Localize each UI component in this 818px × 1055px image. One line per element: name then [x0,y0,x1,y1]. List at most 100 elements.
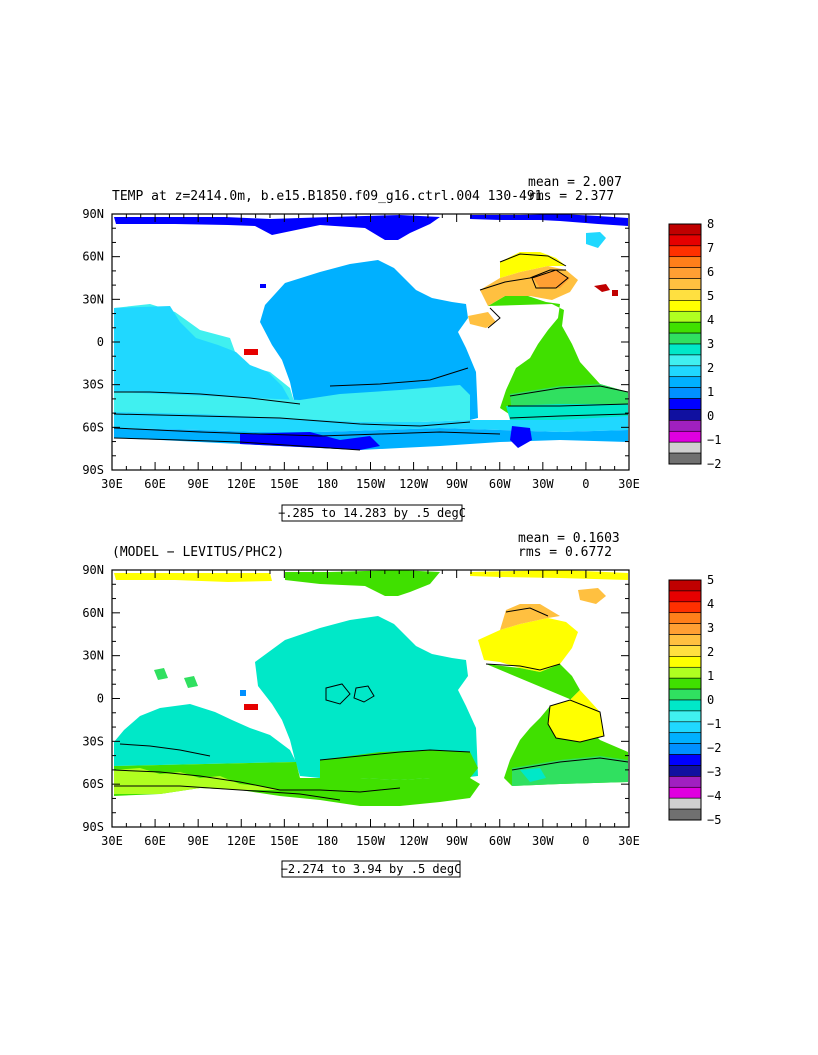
colorbar-swatch [668,452,702,465]
lat-tick-label: 90S [82,463,104,477]
colorbar-label: 2 [707,645,714,659]
panel-1-rms: rms = 2.377 [528,189,614,204]
colorbar-swatch [668,634,702,646]
lon-tick-label: 30E [618,477,640,491]
colorbar-label: 8 [707,217,714,231]
lat-tick-label: 30S [82,378,104,392]
panel-2-contours [113,607,629,801]
lat-tick-label: 90N [82,563,104,577]
lat-tick-label: 0 [97,692,104,706]
panel-2-range-label: −2.274 to 3.94 by .5 degC [281,862,462,876]
panel-2-range-box [281,860,461,878]
panel-2-lat-axis: 90N 60N 30N 0 30S 60S 90S [82,563,629,834]
colorbar-label: 0 [707,409,714,423]
colorbar-swatch [668,688,702,701]
colorbar-swatch [668,601,702,614]
panel-2-mean: mean = 0.1603 [518,531,620,546]
panel-1-mean: mean = 2.007 [528,175,622,190]
colorbar-swatch [668,332,702,345]
panel-2-map-field [114,570,628,806]
panel-1: TEMP at z=2414.0m, b.e15.B1850.f09_g16.c… [82,175,721,522]
colorbar-swatch [668,743,702,755]
colorbar-swatch [668,365,702,378]
colorbar-swatch [668,300,702,312]
lon-tick-label: 90E [187,834,209,848]
lon-tick-label: 150E [270,834,299,848]
colorbar-label: 1 [707,385,714,399]
colorbar-swatch [668,354,702,367]
colorbar-swatch [668,623,702,635]
colorbar-swatch [668,343,702,356]
colorbar-swatch [668,612,702,624]
colorbar-swatch [668,754,702,766]
colorbar-label: 1 [707,669,714,683]
lon-tick-label: 120E [227,834,256,848]
colorbar-swatch [668,256,702,268]
lat-tick-label: 60N [82,250,104,264]
panel-1-colorbar: 8 7 6 5 4 3 2 1 0 −1 −2 [668,217,721,471]
lon-tick-label: 30E [101,834,123,848]
lon-tick-label: 0 [582,477,589,491]
lat-tick-label: 30N [82,292,104,306]
colorbar-swatch [668,376,702,388]
colorbar-swatch [668,579,702,592]
lon-tick-label: 30W [532,834,554,848]
colorbar-swatch [668,699,702,712]
colorbar-swatch [668,387,702,399]
colorbar-swatch [668,656,702,668]
lat-tick-label: 0 [97,335,104,349]
colorbar-swatch [668,409,702,421]
lon-tick-label: 150W [356,477,386,491]
lon-tick-label: 180 [317,477,339,491]
lon-tick-label: 90E [187,477,209,491]
lat-tick-label: 30S [82,734,104,748]
panel-2-title: (MODEL − LEVITUS/PHC2) [112,545,284,560]
panel-1-map-field [114,214,628,450]
colorbar-swatch [668,441,702,454]
colorbar-swatch [668,732,702,744]
lon-tick-label: 0 [582,834,589,848]
colorbar-swatch [668,245,702,258]
lon-tick-label: 30E [101,477,123,491]
lon-tick-label: 30W [532,477,554,491]
colorbar-swatch [668,776,702,788]
colorbar-swatch [668,765,702,777]
lat-tick-label: 60N [82,606,104,620]
panel-1-lon-axis: 30E 60E 90E 120E 150E 180 150W 120W 90W 60W 30W 0 30… [101,214,640,491]
colorbar-swatch [668,223,702,236]
colorbar-label: −5 [707,813,721,827]
colorbar-swatch [668,234,702,247]
colorbar-swatch [668,430,702,443]
lat-tick-label: 90N [82,207,104,221]
colorbar-label: −3 [707,765,721,779]
colorbar-swatch [668,267,702,279]
panel-2-rms: rms = 0.6772 [518,545,612,560]
panel-1-title: TEMP at z=2414.0m, b.e15.B1850.f09_g16.c… [112,189,542,204]
colorbar-swatch [668,590,702,603]
colorbar-label: 6 [707,265,714,279]
lon-tick-label: 60W [489,477,511,491]
colorbar-swatch [668,420,702,432]
lon-tick-label: 120E [227,477,256,491]
panel-1-lat-axis: 90N 60N 30N 0 30S 60S 90S [82,207,629,477]
colorbar-label: 7 [707,241,714,255]
colorbar-swatch [668,808,702,821]
colorbar-swatch [668,786,702,799]
colorbar-label: 4 [707,597,714,611]
colorbar-swatch [668,398,702,410]
lat-tick-label: 60S [82,777,104,791]
lon-tick-label: 180 [317,834,339,848]
colorbar-label: 2 [707,361,714,375]
colorbar-label: −1 [707,433,721,447]
lat-tick-label: 60S [82,420,104,434]
colorbar-label: 3 [707,621,714,635]
colorbar-label: 4 [707,313,714,327]
lon-tick-label: 150E [270,477,299,491]
panel-1-contours [113,253,629,451]
lon-tick-label: 60E [144,834,166,848]
colorbar-swatch [668,797,702,810]
lon-tick-label: 120W [399,834,429,848]
colorbar-label: 0 [707,693,714,707]
colorbar-swatch [668,721,702,734]
